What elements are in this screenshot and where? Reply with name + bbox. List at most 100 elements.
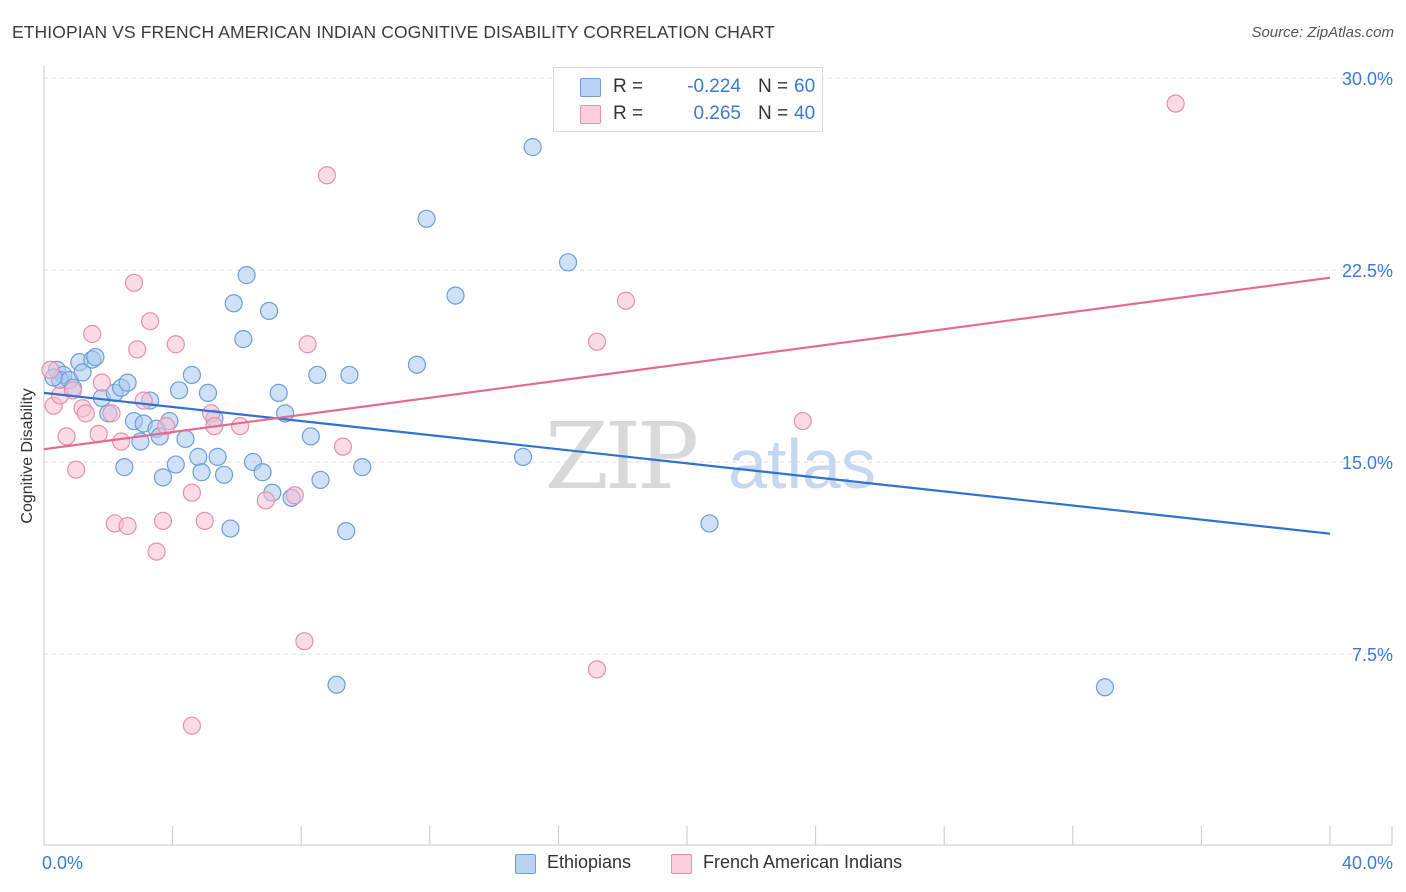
french-point <box>182 483 201 502</box>
legend-swatch-french <box>671 854 692 874</box>
french-point <box>317 166 337 185</box>
french-point <box>295 632 314 651</box>
ethiopian-point <box>446 286 465 305</box>
french-point <box>285 486 304 505</box>
ethiopian-point <box>700 514 719 533</box>
x-tick-label: 40.0% <box>1342 853 1393 873</box>
ethiopian-point <box>182 365 201 385</box>
ethiopian-point <box>208 447 227 466</box>
french-point <box>57 427 76 446</box>
ethiopian-point <box>224 294 243 313</box>
french-point <box>256 491 275 510</box>
legend-n-label: N = <box>758 76 789 97</box>
french-point <box>153 511 173 530</box>
watermark-atlas: atlas <box>728 425 876 503</box>
french-point <box>333 437 353 456</box>
ethiopian-point <box>153 468 173 487</box>
y-tick-label: 15.0% <box>1342 453 1393 473</box>
french-point <box>124 273 144 292</box>
source-label: Source: ZipAtlas.com <box>1251 24 1394 41</box>
french-point <box>1166 94 1185 113</box>
ethiopian-point <box>189 447 208 466</box>
y-tick-label: 30.0% <box>1342 69 1393 89</box>
french-point <box>76 404 95 423</box>
ethiopian-point <box>221 519 240 538</box>
legend-r-label: R = <box>613 76 644 97</box>
ethiopian-point <box>176 429 195 449</box>
ethiopian-point <box>353 458 372 477</box>
ethiopian-point <box>301 427 320 446</box>
french-point <box>140 312 160 331</box>
trend-lines <box>43 276 1331 535</box>
french-point <box>92 373 111 392</box>
french-point <box>182 716 201 735</box>
ethiopian-point <box>198 383 218 402</box>
grid-lines <box>44 77 1392 655</box>
french-point <box>112 432 131 451</box>
ethiopian-point <box>253 463 272 482</box>
legend-swatch-ethiopians <box>580 78 601 97</box>
x-tick-label: 0.0% <box>42 853 83 873</box>
french-point <box>587 660 607 679</box>
ethiopian-point <box>523 138 542 157</box>
watermark: ZIP atlas <box>545 403 876 510</box>
ethiopian-point <box>308 365 327 385</box>
ethiopian-point <box>214 465 234 484</box>
legend-label-french: French American Indians <box>703 852 903 872</box>
legend-r-value: 0.265 <box>693 103 741 124</box>
data-points <box>41 94 1185 735</box>
y-tick-label: 7.5% <box>1352 645 1393 665</box>
tick-labels: 7.5% 15.0% 22.5% 30.0% 0.0% 40.0% <box>42 69 1393 873</box>
ethiopian-point <box>118 373 137 392</box>
french-point <box>195 511 214 530</box>
legend-n-value: 60 <box>794 76 816 97</box>
y-tick-label: 22.5% <box>1342 261 1393 281</box>
legend-n-label: N = <box>758 103 789 124</box>
legend-label-ethiopians: Ethiopians <box>547 852 632 872</box>
french-point <box>89 424 108 443</box>
ethiopian-point <box>417 209 436 228</box>
ethiopian-point <box>86 347 105 367</box>
french-point <box>67 460 86 479</box>
french-point <box>231 417 250 436</box>
french-point <box>793 411 812 431</box>
ethiopian-point <box>337 522 356 541</box>
french-point <box>134 391 153 410</box>
ethiopian-point <box>513 447 533 466</box>
legend-swatch-ethiopians <box>515 854 536 874</box>
french-point <box>118 516 137 536</box>
ethiopian-point <box>234 330 253 349</box>
french-point <box>41 360 60 379</box>
french-point <box>83 324 102 344</box>
ethiopian-point <box>558 253 578 272</box>
ethiopian-point <box>407 355 427 374</box>
french-point <box>298 335 317 354</box>
ethiopian-point <box>237 266 256 285</box>
french-trend-line <box>43 276 1331 451</box>
french-point <box>157 417 176 436</box>
ethiopians-trend-line <box>43 391 1331 535</box>
axes <box>43 66 1393 846</box>
legend-swatch-french <box>580 105 601 124</box>
ethiopian-point <box>340 365 359 385</box>
french-point <box>147 542 166 561</box>
ethiopian-point <box>1095 678 1115 697</box>
french-point <box>616 291 636 310</box>
chart-title: ETHIOPIAN VS FRENCH AMERICAN INDIAN COGN… <box>12 22 775 42</box>
ethiopian-point <box>73 363 92 382</box>
correlation-legend: R = -0.224 N = 60 R = 0.265 N = 40 <box>553 67 823 132</box>
french-point <box>166 335 185 354</box>
legend-r-value: -0.224 <box>687 76 741 97</box>
ethiopian-point <box>259 301 279 321</box>
french-point <box>587 332 607 351</box>
french-point <box>128 340 147 359</box>
ethiopian-point <box>115 458 134 477</box>
legend-r-label: R = <box>613 103 644 124</box>
ethiopian-point <box>269 383 288 402</box>
french-point <box>102 404 121 423</box>
ethiopian-point <box>327 675 346 694</box>
ethiopian-point <box>311 470 330 490</box>
ethiopian-point <box>166 455 185 474</box>
ethiopian-point <box>192 463 211 482</box>
